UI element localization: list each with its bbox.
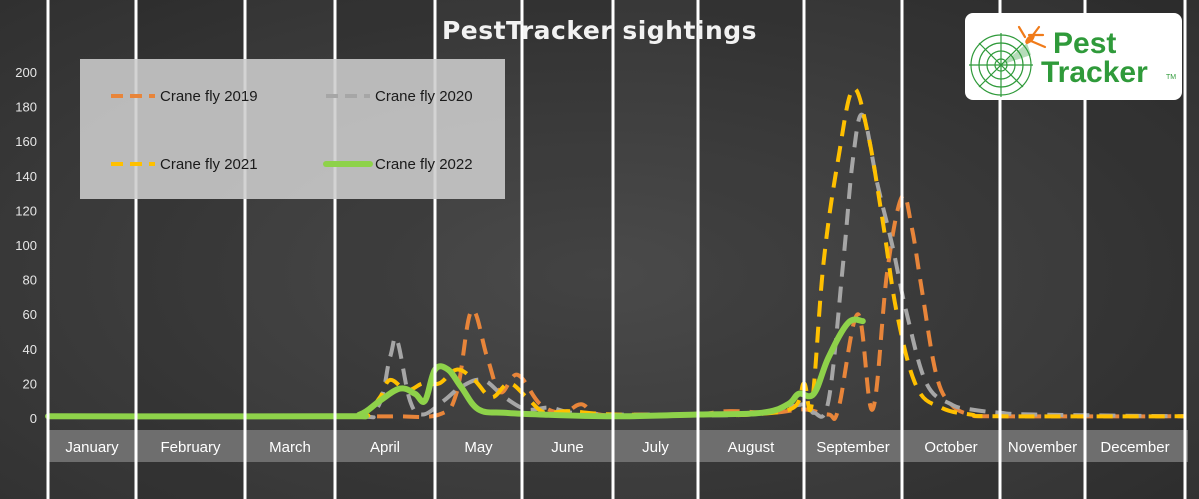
x-tick-label-april: April bbox=[370, 439, 400, 456]
x-tick-label-october: October bbox=[924, 439, 977, 456]
legend-item-2020: Crane fly 2020 bbox=[323, 85, 473, 107]
x-tick-label-june: June bbox=[551, 439, 584, 456]
pesttracker-logo: Pest Tracker TM bbox=[965, 13, 1182, 100]
y-tick-label: 180 bbox=[15, 100, 37, 115]
chart-title: PestTracker sightings bbox=[441, 16, 758, 45]
y-tick-label: 120 bbox=[15, 203, 37, 218]
legend-item-2022: Crane fly 2022 bbox=[323, 153, 473, 175]
legend-item-2019: Crane fly 2019 bbox=[108, 85, 258, 107]
x-tick-label-september: September bbox=[816, 439, 889, 456]
x-tick-label-march: March bbox=[269, 439, 311, 456]
legend-label-2022: Crane fly 2022 bbox=[375, 155, 473, 173]
x-tick-label-february: February bbox=[160, 439, 221, 456]
logo-word-tracker: Tracker bbox=[1041, 56, 1148, 89]
x-tick-label-july: July bbox=[642, 439, 669, 456]
x-tick-label-january: January bbox=[65, 439, 119, 456]
legend-swatch-2021 bbox=[111, 162, 155, 166]
legend-label-2021: Crane fly 2021 bbox=[160, 155, 258, 173]
logo-word-pest: Pest bbox=[1053, 27, 1117, 60]
y-tick-label: 20 bbox=[23, 376, 37, 391]
legend-label-2020: Crane fly 2020 bbox=[375, 87, 473, 105]
legend-item-2021: Crane fly 2021 bbox=[108, 153, 258, 175]
y-tick-label: 80 bbox=[23, 273, 37, 288]
x-axis-band bbox=[48, 430, 1188, 462]
y-tick-label: 40 bbox=[23, 342, 37, 357]
legend-label-2019: Crane fly 2019 bbox=[160, 87, 258, 105]
legend-swatch-2022 bbox=[323, 161, 373, 167]
legend-swatch-2020 bbox=[326, 94, 370, 98]
y-tick-label: 0 bbox=[30, 411, 37, 426]
x-axis-labels: January February March April May June July Augu… bbox=[65, 439, 1169, 456]
y-tick-label: 60 bbox=[23, 307, 37, 322]
logo-trademark: TM bbox=[1166, 74, 1177, 81]
series-layer bbox=[45, 86, 1186, 421]
y-axis: 0 20 40 60 80 100 120 140 160 180 200 bbox=[15, 65, 37, 426]
y-tick-label: 140 bbox=[15, 169, 37, 184]
legend: Crane fly 2019 Crane fly 2020 Crane fly … bbox=[80, 59, 505, 199]
series-crane-fly-2022-line bbox=[45, 316, 866, 420]
month-stripe bbox=[698, 0, 804, 499]
radar-icon bbox=[969, 25, 1047, 97]
x-tick-label-august: August bbox=[728, 439, 776, 456]
y-tick-label: 160 bbox=[15, 134, 37, 149]
legend-swatch-2019 bbox=[111, 94, 155, 98]
x-tick-label-november: November bbox=[1008, 439, 1077, 456]
x-tick-label-may: May bbox=[464, 439, 493, 456]
x-tick-label-december: December bbox=[1100, 439, 1169, 456]
x-axis-band-bg bbox=[48, 430, 1188, 462]
y-tick-label: 100 bbox=[15, 238, 37, 253]
month-stripe bbox=[522, 0, 613, 499]
month-dividers bbox=[46, 0, 1187, 499]
y-tick-label: 200 bbox=[15, 65, 37, 80]
